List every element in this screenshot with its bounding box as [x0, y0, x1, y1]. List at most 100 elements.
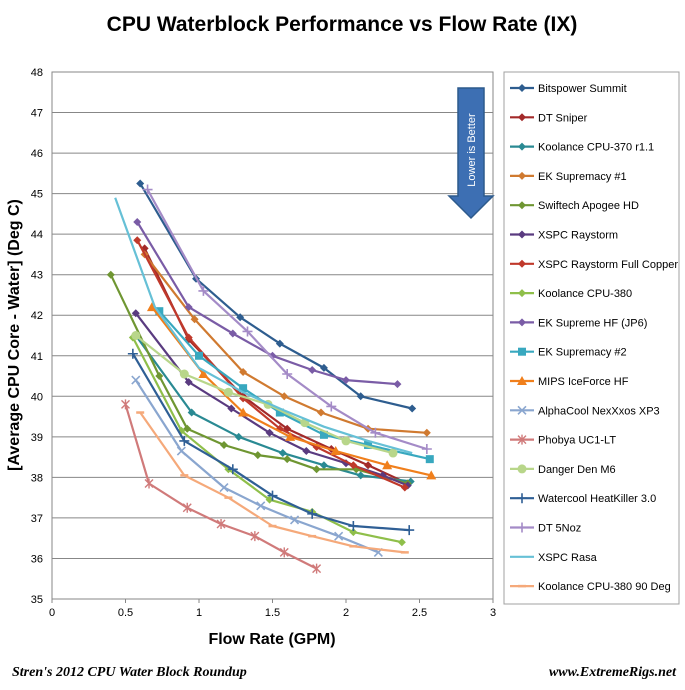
legend-label: EK Supreme HF (JP6) — [538, 317, 647, 329]
data-point — [364, 461, 373, 470]
legend-label: MIPS IceForce HF — [538, 376, 629, 388]
data-point — [190, 315, 199, 324]
data-point — [421, 444, 432, 455]
y-tick-label: 45 — [31, 189, 43, 201]
data-point — [121, 399, 130, 410]
series-11 — [131, 375, 383, 557]
data-point — [144, 478, 154, 489]
legend-label: DT 5Noz — [538, 523, 581, 535]
legend-marker — [517, 405, 527, 415]
series-17 — [136, 411, 409, 554]
legend-entry: Phobya UC1-LT — [510, 434, 616, 447]
series-line — [114, 197, 413, 455]
data-point — [282, 369, 293, 380]
data-point — [279, 547, 289, 558]
data-point — [283, 455, 292, 464]
legend-box — [503, 71, 680, 605]
data-point — [131, 375, 141, 385]
y-axis-title: [Average CPU Core - Water] (Deg C) — [6, 199, 23, 471]
y-tick-label: 41 — [31, 351, 43, 363]
legend-label: EK Supremacy #2 — [538, 347, 627, 359]
legend-label: Phobya UC1-LT — [538, 435, 616, 447]
legend: Bitspower Summit DT Sniper Koolance CPU-37… — [510, 83, 678, 593]
legend-entry: AlphaCool NexXxos XP3 — [510, 405, 660, 417]
legend-marker — [517, 464, 527, 474]
x-axis-ticks: 0 0.5 1 1.5 2 2.5 3 — [49, 599, 496, 619]
data-point — [342, 376, 350, 385]
data-point — [265, 428, 274, 437]
legend-label: EK Supremacy #1 — [538, 171, 627, 183]
series-12 — [121, 399, 322, 574]
data-point — [285, 431, 296, 441]
legend-label: Watercool HeatKiller 3.0 — [538, 493, 656, 505]
y-tick-label: 48 — [31, 67, 43, 79]
legend-entry: DT 5Noz — [510, 522, 581, 535]
legend-marker — [518, 142, 526, 151]
series-14 — [127, 348, 415, 536]
data-point — [370, 427, 381, 438]
y-tick-label: 37 — [31, 513, 43, 525]
legend-entry: MIPS IceForce HF — [510, 376, 629, 388]
data-point — [179, 435, 190, 446]
data-point — [400, 483, 409, 492]
y-axis-ticks: 35 36 37 38 39 40 41 42 43 44 45 46 47 48 — [31, 67, 43, 606]
legend-marker — [517, 376, 527, 385]
legend-label: Danger Den M6 — [538, 464, 616, 476]
data-point — [176, 446, 186, 456]
legend-label: Swiftech Apogee HD — [538, 200, 639, 212]
x-axis-title: Flow Rate (GPM) — [208, 631, 335, 648]
footer-right: www.ExtremeRigs.net — [549, 665, 677, 680]
data-point — [267, 490, 278, 501]
legend-entry: Swiftech Apogee HD — [510, 200, 639, 212]
data-point — [330, 446, 341, 456]
data-point — [334, 531, 344, 541]
x-tick-label: 2 — [343, 607, 349, 619]
x-tick-label: 0.5 — [118, 607, 133, 619]
footer-left: Stren's 2012 CPU Water Block Roundup — [12, 665, 247, 680]
data-point — [184, 378, 193, 387]
data-point — [308, 365, 317, 374]
data-point — [364, 440, 373, 449]
data-point — [382, 460, 393, 470]
data-point — [234, 432, 243, 441]
y-tick-label: 40 — [31, 391, 43, 403]
data-point — [278, 449, 287, 458]
data-point — [179, 369, 189, 379]
data-point — [312, 465, 321, 474]
legend-entry: XSPC Raystorm — [510, 230, 618, 242]
series-9 — [155, 307, 434, 464]
legend-entry: Koolance CPU-380 90 Deg — [510, 581, 671, 593]
data-point — [326, 401, 337, 412]
data-point — [219, 440, 228, 449]
legend-marker — [518, 347, 526, 356]
legend-entry: Bitspower Summit — [510, 83, 627, 95]
data-point — [223, 387, 233, 397]
legend-label: XSPC Raystorm Full Copper — [538, 259, 678, 271]
data-point — [136, 179, 145, 188]
data-point — [187, 408, 196, 417]
data-point — [422, 428, 431, 437]
data-point — [317, 408, 326, 417]
data-point — [238, 407, 249, 417]
y-tick-label: 42 — [31, 310, 43, 322]
data-point — [280, 392, 289, 401]
data-point — [142, 184, 153, 195]
data-point — [319, 363, 328, 372]
data-point — [408, 404, 417, 413]
data-point — [250, 531, 260, 542]
series-15 — [142, 184, 432, 455]
x-tick-label: 2.5 — [412, 607, 427, 619]
data-point — [184, 303, 193, 312]
y-tick-label: 35 — [31, 594, 43, 606]
legend-entry: Watercool HeatKiller 3.0 — [510, 493, 656, 505]
legend-entry: DT Sniper — [510, 112, 588, 124]
data-point — [289, 515, 300, 525]
data-point — [184, 333, 193, 342]
legend-label: Koolance CPU-370 r1.1 — [538, 142, 654, 154]
y-tick-label: 36 — [31, 553, 43, 565]
data-point — [198, 285, 209, 296]
down-arrow-icon — [447, 87, 495, 220]
legend-entry: EK Supreme HF (JP6) — [510, 317, 647, 329]
data-point — [275, 408, 284, 417]
data-point — [227, 464, 238, 475]
